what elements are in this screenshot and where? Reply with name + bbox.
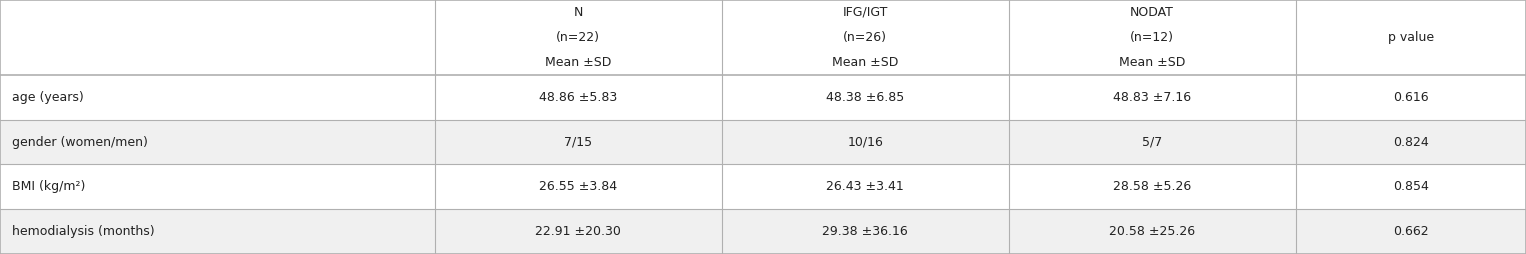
Text: 48.83 ±7.16: 48.83 ±7.16 [1112, 91, 1192, 104]
Bar [0, 75, 1526, 120]
Text: age (years): age (years) [12, 91, 84, 104]
Text: p value: p value [1387, 31, 1434, 44]
Text: 0.616: 0.616 [1393, 91, 1428, 104]
Text: IFG/IGT: IFG/IGT [842, 6, 888, 19]
Text: 0.662: 0.662 [1393, 225, 1428, 238]
Bar [0, 209, 1526, 254]
Text: 0.854: 0.854 [1393, 180, 1428, 193]
Text: 26.55 ±3.84: 26.55 ±3.84 [539, 180, 618, 193]
Text: 48.38 ±6.85: 48.38 ±6.85 [826, 91, 905, 104]
Text: 20.58 ±25.26: 20.58 ±25.26 [1109, 225, 1195, 238]
Bar [0, 120, 1526, 165]
Text: N: N [574, 6, 583, 19]
Text: 0.824: 0.824 [1393, 136, 1428, 149]
Text: Mean ±SD: Mean ±SD [1119, 56, 1186, 69]
Text: 28.58 ±5.26: 28.58 ±5.26 [1112, 180, 1192, 193]
Text: (n=22): (n=22) [557, 31, 600, 44]
Text: (n=12): (n=12) [1131, 31, 1173, 44]
Text: (n=26): (n=26) [844, 31, 887, 44]
Text: BMI (kg/m²): BMI (kg/m²) [12, 180, 85, 193]
Text: 7/15: 7/15 [565, 136, 592, 149]
Text: Mean ±SD: Mean ±SD [832, 56, 899, 69]
Text: 29.38 ±36.16: 29.38 ±36.16 [823, 225, 908, 238]
Text: 26.43 ±3.41: 26.43 ±3.41 [827, 180, 903, 193]
Text: NODAT: NODAT [1131, 6, 1173, 19]
Bar [0, 165, 1526, 209]
Text: gender (women/men): gender (women/men) [12, 136, 148, 149]
Text: 22.91 ±20.30: 22.91 ±20.30 [536, 225, 621, 238]
Text: 48.86 ±5.83: 48.86 ±5.83 [539, 91, 618, 104]
Text: 5/7: 5/7 [1141, 136, 1163, 149]
Text: 10/16: 10/16 [847, 136, 884, 149]
Text: hemodialysis (months): hemodialysis (months) [12, 225, 154, 238]
Text: Mean ±SD: Mean ±SD [545, 56, 612, 69]
